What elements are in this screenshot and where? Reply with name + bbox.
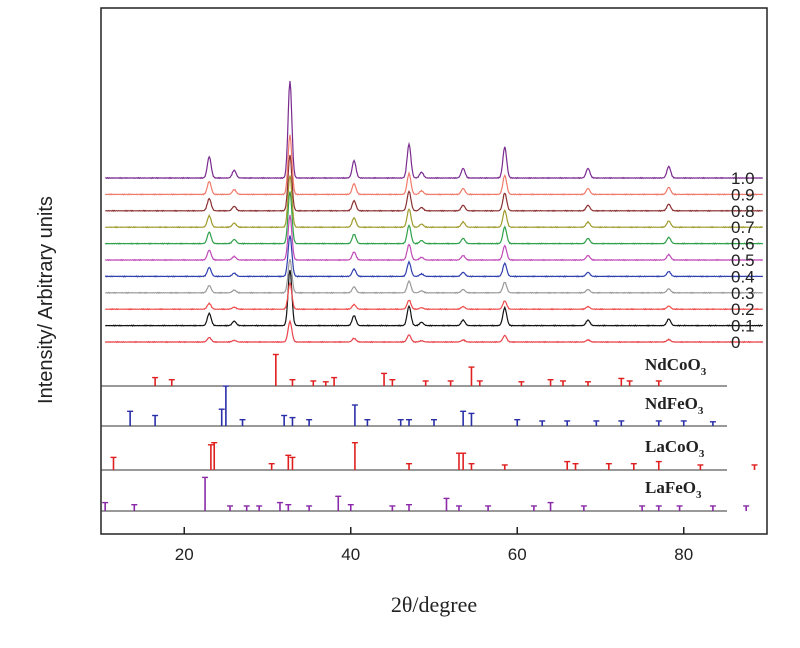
pattern-line-0 bbox=[104, 319, 764, 344]
pattern-label-0.2: 0.2 bbox=[731, 300, 755, 319]
series-layer: 00.10.20.30.40.50.60.70.80.91.0 bbox=[104, 81, 764, 352]
pattern-line-0.3 bbox=[105, 259, 763, 295]
pattern-line-0.5 bbox=[104, 214, 764, 262]
pattern-label-0.7: 0.7 bbox=[731, 218, 755, 237]
pattern-label-0.6: 0.6 bbox=[731, 235, 755, 254]
pattern-line-0.6 bbox=[104, 191, 764, 245]
plot-frame bbox=[100, 7, 768, 535]
pattern-label-0.1: 0.1 bbox=[731, 317, 755, 336]
pattern-line-0.4 bbox=[104, 235, 764, 278]
x-tick-label-40: 40 bbox=[341, 545, 360, 564]
pattern-line-0.7 bbox=[105, 175, 764, 229]
pattern-line-0.9 bbox=[104, 134, 764, 196]
pattern-label-0.8: 0.8 bbox=[731, 202, 755, 221]
reference-layer: NdCoO3 NdFeO3 LaCoO3 LaFeO3 bbox=[101, 353, 758, 512]
pattern-label-0.4: 0.4 bbox=[731, 267, 755, 286]
x-axis-title: 2θ/degree bbox=[391, 592, 477, 617]
pattern-line-0.2 bbox=[105, 281, 764, 311]
x-tick-label-60: 60 bbox=[508, 545, 527, 564]
ref-label-lacoo: LaCoO3 bbox=[645, 437, 705, 460]
ref-label-lafeo: LaFeO3 bbox=[645, 478, 702, 501]
pattern-label-0.9: 0.9 bbox=[731, 185, 755, 204]
pattern-line-1.0 bbox=[105, 81, 763, 180]
pattern-line-0.1 bbox=[104, 269, 763, 327]
ref-label-ndcoo: NdCoO3 bbox=[645, 355, 707, 378]
y-axis-title: Intensity/ Arbitrary units bbox=[35, 196, 57, 404]
pattern-label-1.0: 1.0 bbox=[731, 169, 755, 188]
x-axis: 20 40 60 80 bbox=[175, 527, 693, 564]
x-tick-label-80: 80 bbox=[674, 545, 693, 564]
pattern-label-0.5: 0.5 bbox=[731, 251, 755, 270]
pattern-label-0: 0 bbox=[731, 333, 740, 352]
pattern-line-0.8 bbox=[105, 154, 763, 213]
pattern-label-0.3: 0.3 bbox=[731, 284, 755, 303]
x-tick-label-20: 20 bbox=[175, 545, 194, 564]
ref-label-ndfeo: NdFeO3 bbox=[645, 394, 704, 417]
